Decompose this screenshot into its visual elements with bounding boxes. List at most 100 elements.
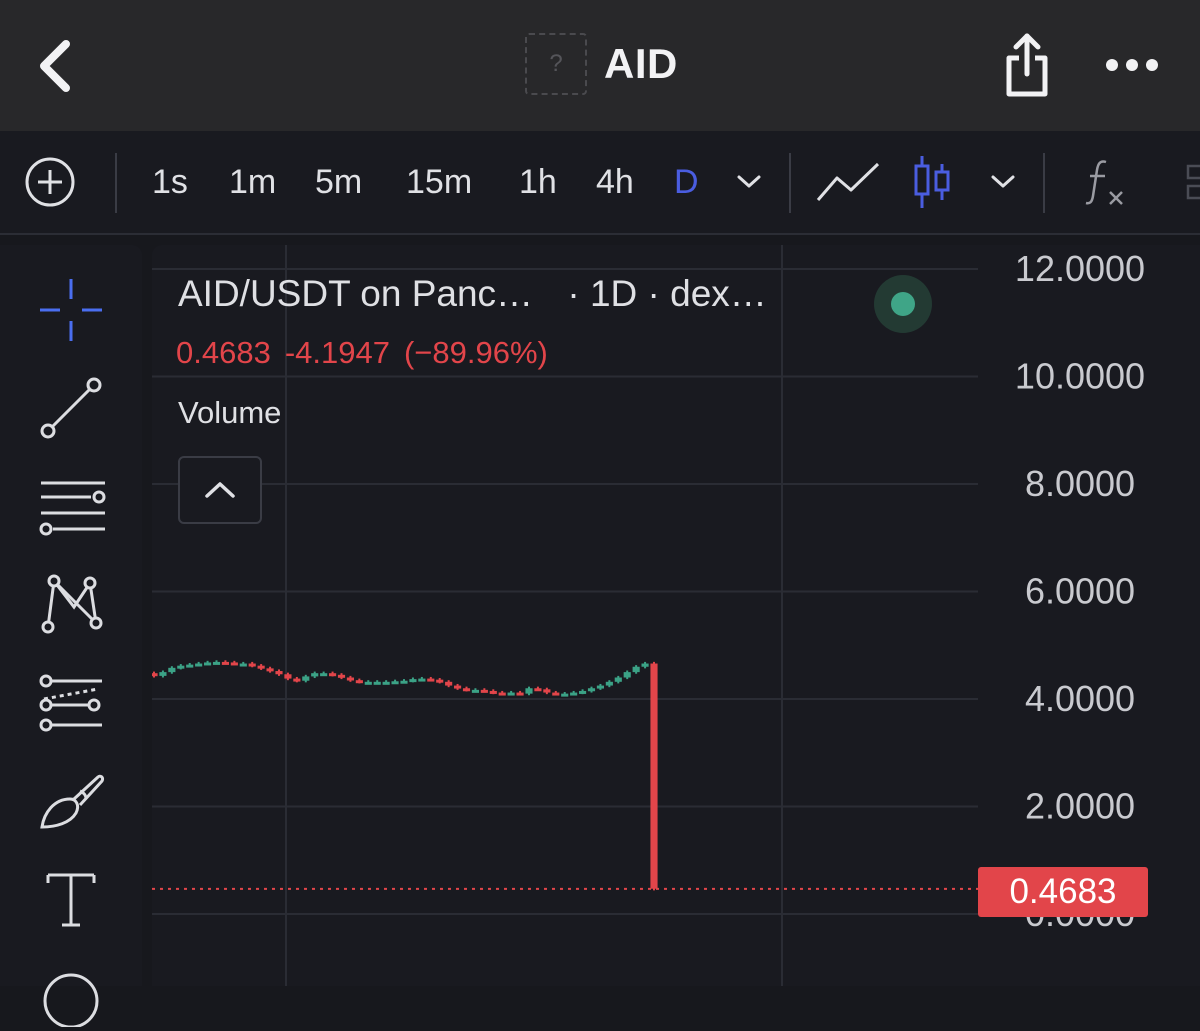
collapse-legend-button[interactable] — [178, 456, 262, 524]
change-percent-value: (−89.96%) — [403, 335, 548, 370]
price-chart[interactable]: 12.0000 10.0000 8.0000 6.0000 4.0000 2.0000 0.… — [152, 245, 1200, 986]
indicators-button[interactable] — [1084, 131, 1130, 233]
candle-body — [152, 673, 158, 677]
more-options-button[interactable] — [1104, 52, 1160, 78]
plus-circle-icon — [25, 157, 75, 207]
y-axis-label: 2.0000 — [1025, 786, 1135, 827]
y-axis-label: 10.0000 — [1015, 356, 1145, 397]
candle-body — [221, 661, 229, 665]
candle-body — [168, 667, 176, 673]
interval-label-active: D — [674, 162, 699, 201]
interval-15m[interactable]: 15m — [406, 131, 472, 233]
crosshair-icon — [40, 279, 102, 341]
candle-body — [204, 662, 212, 666]
circle-tool[interactable] — [30, 957, 112, 1031]
candlestick-icon — [914, 156, 950, 208]
status-dot — [891, 292, 915, 316]
chevron-down-icon — [737, 175, 761, 188]
candle-body — [212, 661, 221, 665]
candle-body — [230, 662, 238, 666]
candle-body — [329, 673, 337, 677]
layout-icon — [1186, 164, 1200, 200]
candle-body — [355, 680, 363, 684]
line-chart-icon — [816, 162, 880, 201]
candle-body — [614, 677, 622, 682]
candle-body — [302, 676, 310, 681]
candle-body — [480, 689, 488, 693]
candle-body — [445, 681, 453, 686]
circle-tool-icon — [43, 973, 99, 1027]
candle-body — [320, 673, 328, 677]
candle-body — [623, 672, 631, 678]
candle-body — [632, 666, 640, 673]
candle-body — [454, 685, 462, 689]
interval-1m[interactable]: 1m — [229, 131, 276, 233]
share-button[interactable] — [1002, 32, 1052, 98]
interval-label: 1h — [519, 162, 557, 201]
candle-body — [337, 674, 346, 678]
text-tool[interactable] — [30, 863, 112, 937]
brush-tool[interactable] — [30, 765, 112, 839]
symbol-interval: · 1D · dex… — [557, 273, 767, 314]
candle-body — [489, 690, 497, 694]
candle-body — [364, 681, 372, 685]
trend-line-icon — [40, 377, 102, 439]
token-logo-text: ? — [549, 50, 563, 77]
symbol-name: AID/USDT on Panc… — [178, 273, 534, 314]
y-axis-label: 8.0000 — [1025, 463, 1135, 504]
fib-channel-tool[interactable] — [30, 667, 112, 741]
chevron-up-icon — [205, 482, 235, 498]
candlestick-button[interactable] — [912, 131, 952, 233]
candle-body — [570, 692, 578, 696]
toolbar-more-icon[interactable] — [1186, 131, 1200, 233]
pattern-tool[interactable] — [30, 567, 112, 641]
interval-label: 15m — [406, 162, 473, 201]
interval-4h[interactable]: 4h — [596, 131, 634, 233]
line-chart-button[interactable] — [815, 131, 881, 233]
candle-body — [543, 689, 551, 693]
candle-body — [239, 663, 247, 667]
last-price-tag: 0.4683 — [978, 867, 1148, 917]
candle-body — [311, 673, 319, 677]
candle-body — [579, 690, 587, 694]
trend-line-tool[interactable] — [30, 371, 112, 445]
interval-1h[interactable]: 1h — [519, 131, 557, 233]
share-icon — [1006, 33, 1048, 97]
horizontal-lines-icon — [39, 481, 106, 536]
horizontal-lines-tool[interactable] — [30, 471, 112, 545]
drawing-tools-sidebar — [0, 245, 142, 1027]
token-logo-placeholder: ? — [525, 33, 587, 95]
back-button[interactable] — [30, 36, 80, 96]
candle-body — [587, 688, 596, 692]
market-status-indicator[interactable] — [874, 275, 932, 333]
candle-body — [462, 688, 471, 692]
interval-1s[interactable]: 1s — [152, 131, 188, 233]
toolbar-divider — [1043, 153, 1045, 213]
candle-body — [248, 663, 256, 667]
volume-label[interactable]: Volume — [178, 395, 282, 430]
candle-body — [471, 689, 479, 693]
candle-body — [257, 665, 265, 669]
candle-body — [346, 677, 354, 681]
interval-dropdown[interactable] — [736, 131, 762, 233]
interval-5m[interactable]: 5m — [315, 131, 362, 233]
y-axis-label: 4.0000 — [1025, 678, 1135, 719]
candle-body — [409, 679, 417, 683]
chart-type-dropdown[interactable] — [990, 131, 1016, 233]
add-indicator-button[interactable] — [24, 131, 76, 233]
candle-body — [284, 674, 292, 679]
change-value: -4.1947 — [284, 335, 390, 370]
chart-toolbar: 1s 1m 5m 15m 1h 4h D — [0, 131, 1200, 235]
crosshair-tool[interactable] — [30, 273, 112, 347]
toolbar-divider — [115, 153, 117, 213]
candle-body — [596, 685, 604, 689]
chart-pane[interactable]: 12.0000 10.0000 8.0000 6.0000 4.0000 2.0000 0.… — [152, 245, 1200, 986]
candle-body — [605, 681, 613, 686]
interval-d[interactable]: D — [674, 131, 699, 233]
candle-body — [275, 671, 283, 675]
candle-body — [516, 692, 524, 696]
symbol-legend[interactable]: AID/USDT on Panc… · 1D · dex… — [178, 273, 767, 315]
fib-channel-icon — [39, 674, 102, 732]
candle-body — [534, 688, 542, 692]
y-axis-label: 12.0000 — [1015, 248, 1145, 289]
